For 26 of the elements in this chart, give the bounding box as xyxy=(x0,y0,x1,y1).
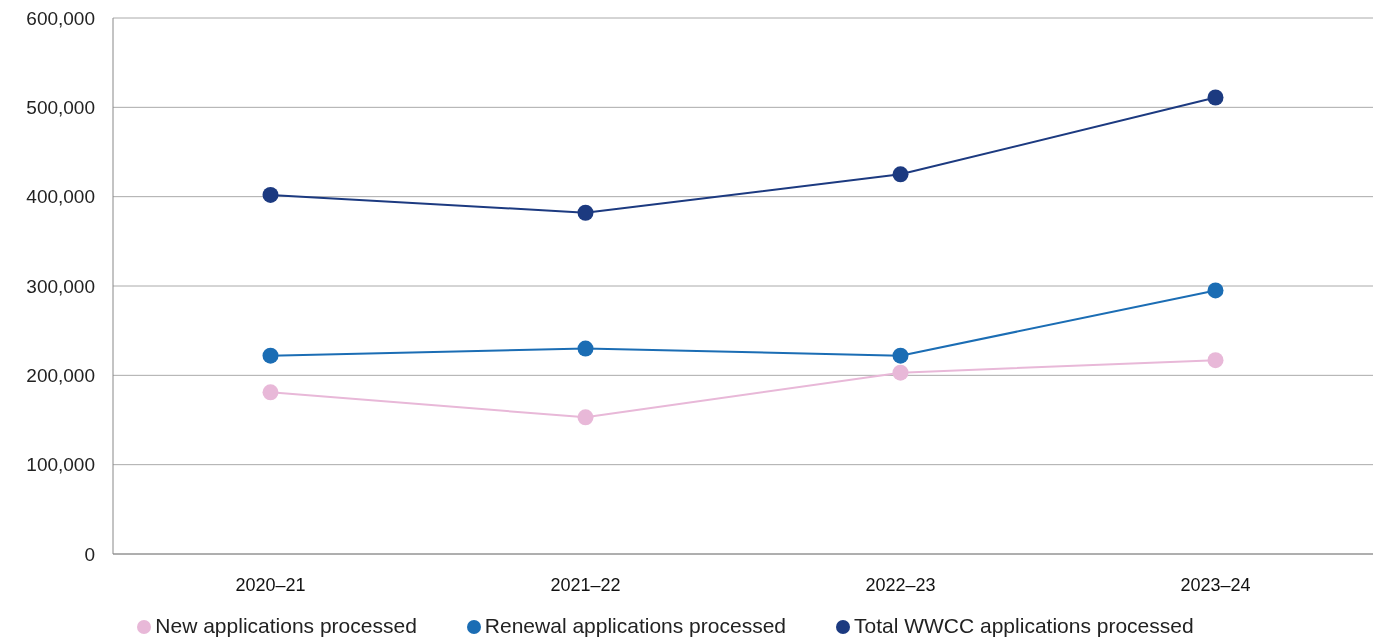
y-tick-label: 400,000 xyxy=(26,186,95,208)
point xyxy=(262,347,279,364)
y-tick-label: 300,000 xyxy=(26,275,95,297)
point xyxy=(892,347,909,364)
y-tick-label: 200,000 xyxy=(26,365,95,387)
legend-label: Renewal applications processed xyxy=(484,614,787,637)
y-tick-label: 100,000 xyxy=(26,454,95,476)
y-tick-label: 500,000 xyxy=(26,97,95,119)
point xyxy=(262,186,279,203)
point xyxy=(892,166,909,183)
x-tick-label: 2020–21 xyxy=(235,574,306,595)
point xyxy=(577,204,594,221)
point xyxy=(577,409,594,426)
point xyxy=(1207,352,1224,369)
x-tick-label: 2021–22 xyxy=(550,574,621,595)
point xyxy=(1207,282,1224,299)
legend-label: New applications processed xyxy=(155,614,417,637)
point xyxy=(262,384,279,401)
x-tick-label: 2023–24 xyxy=(1180,574,1251,595)
legend-label: Total WWCC applications processed xyxy=(854,614,1194,637)
point xyxy=(1207,89,1224,106)
x-tick-label: 2022–23 xyxy=(865,574,936,595)
y-tick-label: 0 xyxy=(84,543,95,565)
y-tick-label: 600,000 xyxy=(26,7,95,29)
point xyxy=(577,340,594,357)
point xyxy=(892,364,909,381)
